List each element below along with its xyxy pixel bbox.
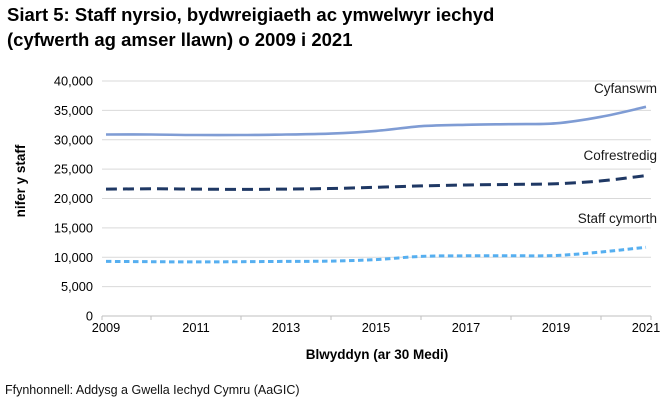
x-tick-label: 2017 [452,320,480,335]
x-axis-title: Blwyddyn (ar 30 Medi) [305,347,449,362]
y-tick-label: 5,000 [61,279,93,294]
x-tick-label: 2011 [182,320,210,335]
series-line-cofrestredig [105,174,647,191]
series-label-cyfanswm: Cyfanswm [593,81,657,96]
y-tick-label: 25,000 [54,162,93,177]
x-tick-label: 2019 [542,320,570,335]
y-tick-label: 0 [86,309,93,324]
y-tick-label: 30,000 [54,132,93,147]
source-note: Ffynhonnell: Addysg a Gwella Iechyd Cymr… [5,383,300,397]
series-label-cofrestredig: Cofrestredig [583,148,657,163]
y-tick-label: 35,000 [54,103,93,118]
series-line-cyfanswm [105,105,647,137]
chart-title-line-1: Siart 5: Staff nyrsio, bydwreigiaeth ac … [7,4,495,25]
x-tick-label: 2013 [272,320,300,335]
x-tick-label: 2009 [92,320,120,335]
x-tick-label: 2021 [632,320,660,335]
x-tick-label: 2015 [362,320,390,335]
y-tick-label: 15,000 [54,220,93,235]
y-tick-label: 40,000 [54,74,93,89]
y-tick-label: 10,000 [54,250,93,265]
chart-title: Siart 5: Staff nyrsio, bydwreigiaeth ac … [7,3,667,53]
chart-title-line-2: (cyfwerth ag amser llawn) o 2009 i 2021 [7,28,353,50]
series-label-staff-cymorth: Staff cymorth [577,211,657,226]
series-line-staff-cymorth [105,245,647,264]
y-tick-label: 20,000 [54,191,93,206]
